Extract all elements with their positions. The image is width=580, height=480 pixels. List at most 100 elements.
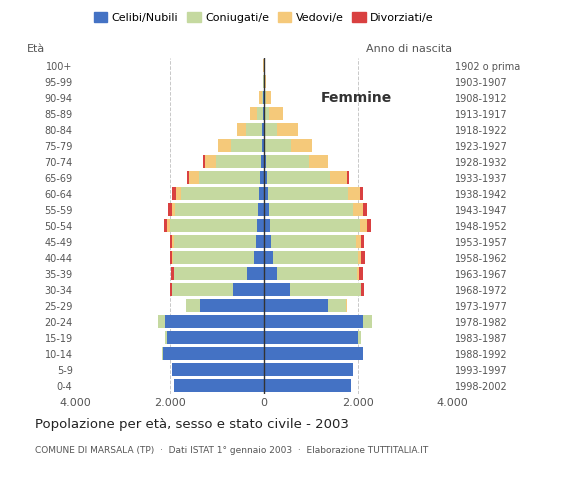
Bar bbox=[172, 363, 264, 376]
Legend: Celibi/Nubili, Coniugati/e, Vedovi/e, Divorziati/e: Celibi/Nubili, Coniugati/e, Vedovi/e, Di… bbox=[89, 8, 438, 27]
Bar bbox=[264, 299, 328, 312]
Bar bbox=[231, 139, 262, 153]
Bar bbox=[200, 299, 264, 312]
Bar bbox=[264, 283, 290, 296]
Bar bbox=[264, 187, 267, 201]
Bar bbox=[267, 171, 331, 184]
Bar bbox=[250, 107, 257, 120]
Bar bbox=[259, 91, 262, 105]
Bar bbox=[162, 347, 264, 360]
Bar bbox=[257, 219, 264, 232]
Bar bbox=[358, 267, 363, 280]
Bar bbox=[262, 91, 263, 105]
Bar bbox=[168, 203, 172, 216]
Bar bbox=[264, 171, 267, 184]
Bar bbox=[171, 283, 172, 296]
Bar bbox=[270, 219, 360, 232]
Bar bbox=[172, 251, 173, 264]
Bar bbox=[360, 219, 367, 232]
Text: Femmine: Femmine bbox=[321, 91, 392, 105]
Bar bbox=[264, 331, 358, 345]
Bar bbox=[347, 171, 349, 184]
Bar bbox=[175, 203, 258, 216]
Bar bbox=[257, 107, 263, 120]
Bar bbox=[277, 123, 298, 136]
Bar bbox=[169, 235, 172, 249]
Bar bbox=[265, 139, 291, 153]
Bar bbox=[203, 155, 205, 168]
Bar bbox=[361, 251, 365, 264]
Bar bbox=[264, 363, 353, 376]
Bar bbox=[291, 139, 313, 153]
Bar bbox=[264, 347, 363, 360]
Bar bbox=[264, 267, 277, 280]
Bar bbox=[264, 123, 265, 136]
Bar bbox=[174, 235, 256, 249]
Bar bbox=[361, 235, 364, 249]
Bar bbox=[328, 299, 346, 312]
Bar bbox=[248, 267, 264, 280]
Bar bbox=[158, 315, 165, 328]
Bar bbox=[264, 139, 265, 153]
Bar bbox=[167, 331, 264, 345]
Bar bbox=[199, 171, 260, 184]
Bar bbox=[261, 155, 264, 168]
Bar bbox=[263, 107, 264, 120]
Bar bbox=[176, 187, 182, 201]
Bar bbox=[175, 267, 248, 280]
Text: Età: Età bbox=[27, 44, 45, 54]
Bar bbox=[265, 123, 277, 136]
Bar bbox=[348, 187, 360, 201]
Bar bbox=[290, 283, 361, 296]
Bar bbox=[360, 187, 363, 201]
Bar bbox=[172, 187, 176, 201]
Bar bbox=[363, 203, 367, 216]
Bar bbox=[331, 171, 347, 184]
Bar bbox=[358, 331, 361, 345]
Bar bbox=[175, 379, 264, 393]
Bar bbox=[164, 219, 167, 232]
Bar bbox=[262, 139, 264, 153]
Bar bbox=[186, 299, 200, 312]
Bar bbox=[264, 107, 269, 120]
Bar bbox=[356, 235, 361, 249]
Bar bbox=[358, 251, 361, 264]
Bar bbox=[260, 171, 264, 184]
Bar bbox=[187, 171, 190, 184]
Bar bbox=[169, 219, 257, 232]
Bar bbox=[171, 267, 174, 280]
Bar bbox=[269, 203, 353, 216]
Bar bbox=[190, 171, 199, 184]
Bar bbox=[172, 203, 175, 216]
Bar bbox=[216, 155, 261, 168]
Bar bbox=[218, 139, 231, 153]
Text: COMUNE DI MARSALA (TP)  ·  Dati ISTAT 1° gennaio 2003  ·  Elaborazione TUTTITALI: COMUNE DI MARSALA (TP) · Dati ISTAT 1° g… bbox=[35, 446, 428, 456]
Bar bbox=[167, 219, 169, 232]
Bar bbox=[253, 251, 264, 264]
Bar bbox=[172, 283, 233, 296]
Bar bbox=[258, 203, 264, 216]
Bar bbox=[172, 235, 174, 249]
Bar bbox=[361, 283, 364, 296]
Bar bbox=[182, 187, 259, 201]
Bar bbox=[173, 251, 253, 264]
Bar bbox=[264, 75, 266, 88]
Bar bbox=[271, 235, 356, 249]
Bar bbox=[165, 315, 264, 328]
Bar bbox=[169, 251, 172, 264]
Bar bbox=[233, 283, 264, 296]
Text: Popolazione per età, sesso e stato civile - 2003: Popolazione per età, sesso e stato civil… bbox=[35, 418, 349, 431]
Bar bbox=[269, 107, 283, 120]
Bar bbox=[273, 251, 358, 264]
Bar bbox=[266, 91, 271, 105]
Text: Anno di nascita: Anno di nascita bbox=[367, 44, 452, 54]
Bar bbox=[165, 331, 167, 345]
Bar bbox=[367, 219, 371, 232]
Bar bbox=[259, 187, 264, 201]
Bar bbox=[357, 267, 358, 280]
Bar bbox=[264, 91, 266, 105]
Bar bbox=[309, 155, 328, 168]
Bar bbox=[266, 155, 309, 168]
Bar bbox=[256, 235, 264, 249]
Bar bbox=[264, 219, 270, 232]
